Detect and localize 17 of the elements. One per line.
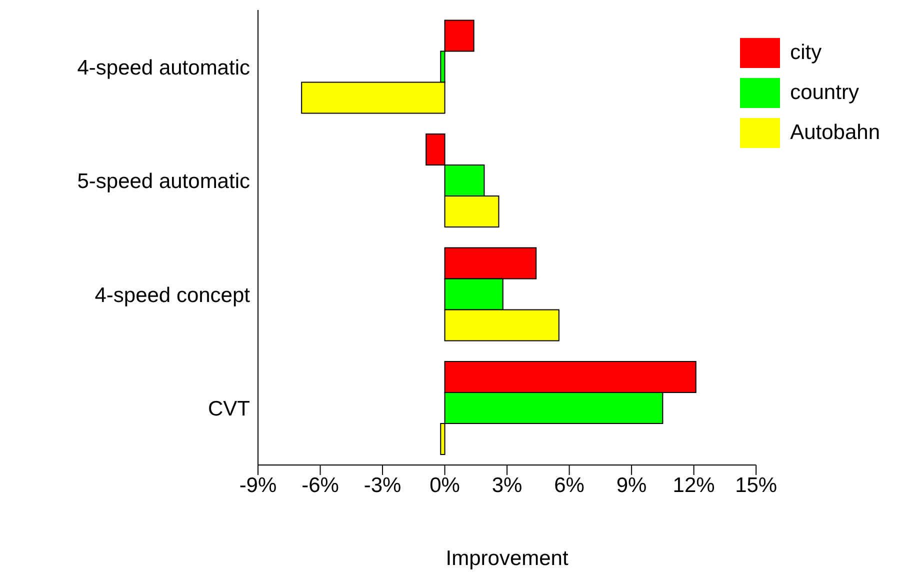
legend-label: Autobahn bbox=[790, 120, 880, 144]
x-tick-label: 15% bbox=[735, 474, 778, 497]
y-tick-label: 4-speed concept bbox=[94, 284, 250, 307]
x-tick-label: 12% bbox=[672, 474, 715, 497]
x-tick-label: 3% bbox=[492, 474, 522, 497]
x-axis-title: Improvement bbox=[446, 547, 568, 570]
y-tick-label: CVT bbox=[208, 398, 250, 421]
legend-label: city bbox=[790, 40, 822, 64]
y-tick-label: 5-speed automatic bbox=[77, 170, 250, 194]
legend-label: country bbox=[790, 80, 859, 104]
x-tick-label: -3% bbox=[364, 474, 402, 497]
y-tick-label: 4-speed automatic bbox=[77, 56, 250, 80]
x-tick-label: 9% bbox=[616, 474, 647, 497]
x-tick-label: 6% bbox=[554, 474, 584, 497]
x-tick-label: -9% bbox=[239, 474, 277, 497]
x-tick-label: -6% bbox=[302, 474, 339, 497]
x-tick-label: 0% bbox=[430, 474, 460, 497]
